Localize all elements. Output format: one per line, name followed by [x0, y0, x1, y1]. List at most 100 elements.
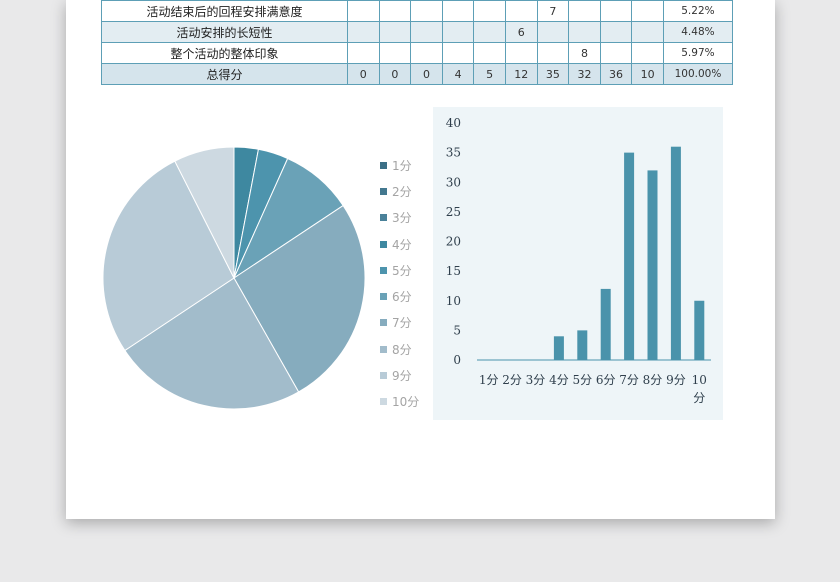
score-cell: 4 — [441, 63, 475, 85]
legend-label: 1分 — [392, 158, 412, 173]
score-cell — [504, 0, 538, 22]
score-cell — [378, 0, 412, 22]
score-cell — [599, 42, 633, 64]
percent-cell: 5.97% — [662, 42, 733, 64]
total-row: 总得分 0 0 0 4 5 12 35 32 36 10 100.00% — [101, 63, 733, 85]
bar-9 — [670, 146, 681, 360]
pie-slice-8 — [124, 277, 300, 410]
percent-cell: 5.22% — [662, 0, 733, 22]
legend-label: 8分 — [392, 342, 412, 357]
score-cell — [378, 21, 412, 43]
score-cell — [441, 0, 475, 22]
legend-item: 3分 — [380, 205, 419, 231]
legend-label: 3分 — [392, 211, 412, 226]
x-tick-label: 8分 — [643, 373, 663, 387]
y-tick-label: 35 — [446, 146, 461, 160]
legend-label: 2分 — [392, 184, 412, 199]
score-cell — [347, 0, 380, 22]
score-cell — [473, 21, 506, 43]
x-tick-label: 9分 — [666, 373, 686, 387]
row-label: 活动安排的长短性 — [101, 21, 348, 43]
score-cell — [536, 42, 570, 64]
legend-label: 6分 — [392, 290, 412, 305]
score-cell — [473, 0, 506, 22]
score-cell — [599, 0, 633, 22]
score-cell — [347, 42, 380, 64]
legend-label: 10分 — [392, 395, 420, 410]
pie-slice-7 — [233, 204, 366, 393]
pie-slice-9 — [102, 160, 235, 352]
x-tick-label: 4分 — [549, 373, 569, 387]
x-tick-label: 10 分 — [692, 373, 707, 405]
x-tick-label: 3分 — [526, 373, 546, 387]
bar-7 — [624, 152, 635, 360]
x-tick-label: 6分 — [596, 373, 616, 387]
legend-label: 7分 — [392, 316, 412, 331]
score-cell: 10 — [631, 63, 664, 85]
y-tick-label: 40 — [446, 116, 461, 130]
score-cell: 0 — [347, 63, 380, 85]
score-cell — [441, 21, 475, 43]
legend-item: 6分 — [380, 283, 419, 309]
score-cell — [536, 21, 570, 43]
table-row: 活动结束后的回程安排满意度 7 5.22% — [101, 0, 733, 22]
legend-item: 10分 — [380, 389, 419, 415]
bar-8 — [647, 170, 658, 360]
y-tick-label: 0 — [453, 353, 461, 367]
score-cell — [473, 42, 506, 64]
legend-swatch — [380, 161, 387, 169]
pie-chart — [102, 146, 366, 410]
x-tick-label: 5分 — [572, 373, 592, 387]
legend-item: 2分 — [380, 178, 419, 204]
row-label: 总得分 — [101, 63, 348, 85]
score-cell: 32 — [568, 63, 601, 85]
score-cell — [631, 0, 664, 22]
score-cell — [410, 42, 443, 64]
bar-chart-panel: 0 5 10 15 20 25 30 35 40 1分 2分 3分 4分 5分 6分 7分 8分 9分 10 分 — [433, 107, 723, 420]
score-cell: 7 — [536, 0, 570, 22]
score-cell: 0 — [410, 63, 443, 85]
bar-chart: 0 5 10 15 20 25 30 35 40 1分 2分 3分 4分 5分 6分 7分 8分 9分 10 分 — [446, 116, 711, 405]
legend-item: 4分 — [380, 231, 419, 257]
score-cell: 0 — [378, 63, 412, 85]
legend-item: 8分 — [380, 336, 419, 362]
y-tick-label: 10 — [446, 294, 461, 308]
table-row: 整个活动的整体印象 8 5.97% — [101, 42, 733, 64]
pie-legend: 1分 2分 3分 4分 5分 6分 7分 8分 9分 10分 — [380, 152, 419, 415]
score-cell: 12 — [504, 63, 538, 85]
legend-swatch — [380, 372, 387, 380]
score-table: 活动结束后的回程安排满意度 7 5.22% 活动安排的长短性 6 4.48% 整个活动的整体… — [101, 0, 733, 85]
score-cell — [568, 0, 601, 22]
score-cell: 36 — [599, 63, 633, 85]
legend-swatch — [380, 345, 387, 353]
score-cell — [378, 42, 412, 64]
legend-item: 1分 — [380, 152, 419, 178]
bar-10 — [694, 300, 705, 360]
x-tick-label: 7分 — [619, 373, 639, 387]
y-tick-label: 30 — [446, 175, 461, 189]
score-cell — [441, 42, 475, 64]
legend-swatch — [380, 398, 387, 406]
legend-swatch — [380, 293, 387, 301]
legend-item: 7分 — [380, 310, 419, 336]
score-cell: 6 — [504, 21, 538, 43]
score-cell — [631, 42, 664, 64]
legend-swatch — [380, 240, 387, 248]
bar-4 — [553, 336, 564, 360]
row-label: 整个活动的整体印象 — [101, 42, 348, 64]
score-cell — [410, 0, 443, 22]
score-cell — [568, 21, 601, 43]
legend-item: 9分 — [380, 362, 419, 388]
x-tick-label: 1分 — [479, 373, 499, 387]
score-cell — [504, 42, 538, 64]
table-row: 活动安排的长短性 6 4.48% — [101, 21, 733, 43]
legend-label: 9分 — [392, 369, 412, 384]
score-cell — [410, 21, 443, 43]
y-tick-label: 25 — [446, 205, 461, 219]
legend-label: 4分 — [392, 237, 412, 252]
percent-cell: 100.00% — [662, 63, 733, 85]
legend-swatch — [380, 266, 387, 274]
score-cell: 35 — [536, 63, 570, 85]
legend-swatch — [380, 214, 387, 222]
legend-swatch — [380, 319, 387, 327]
